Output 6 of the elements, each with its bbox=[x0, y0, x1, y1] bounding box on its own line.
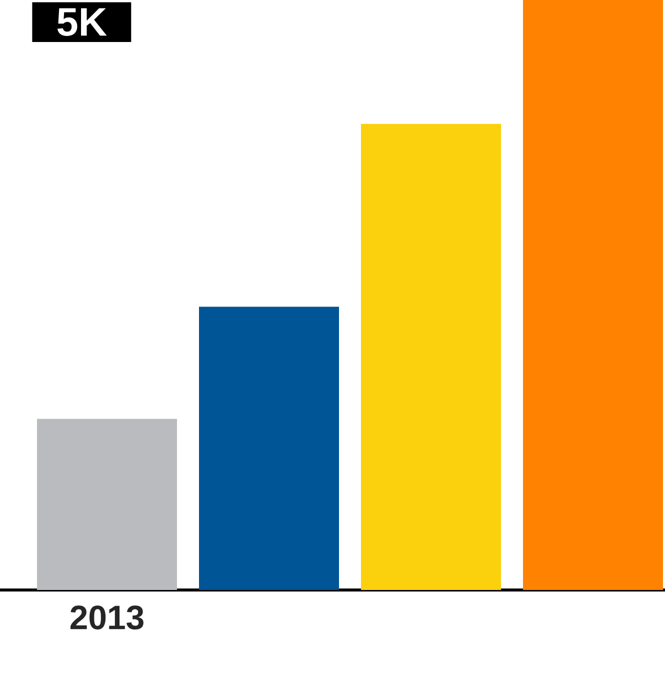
bar bbox=[523, 0, 664, 590]
bar bbox=[361, 124, 502, 590]
bar bbox=[199, 306, 340, 590]
bar bbox=[37, 418, 177, 590]
x-tick-label: 2013 bbox=[70, 606, 144, 630]
annotation: 5K bbox=[57, 8, 107, 36]
